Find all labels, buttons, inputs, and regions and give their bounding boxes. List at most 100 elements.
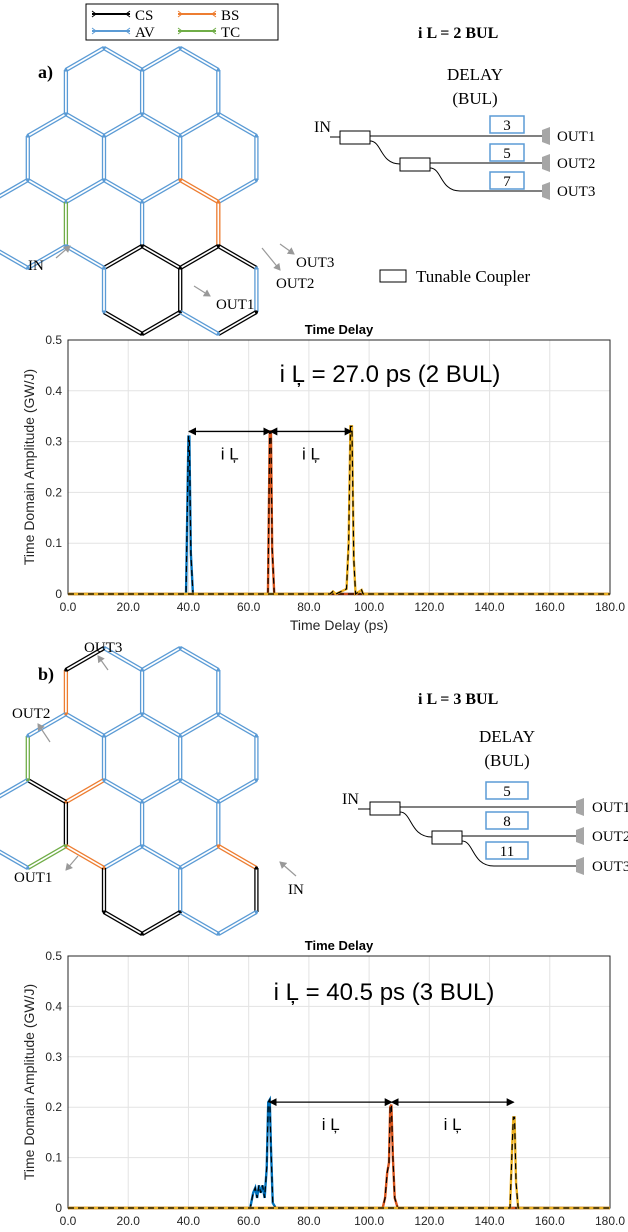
mesh-waveguide bbox=[216, 712, 258, 738]
mesh-waveguide bbox=[102, 646, 144, 672]
output-label-a-2: OUT2 bbox=[557, 156, 595, 172]
x-tick-label: 0.0 bbox=[60, 600, 77, 614]
x-axis-label: Time Delay (ps) bbox=[290, 617, 388, 633]
panel-a-input-label: IN bbox=[314, 119, 331, 136]
x-tick-label: 40.0 bbox=[177, 1214, 201, 1228]
mesh-waveguide bbox=[63, 802, 69, 848]
mesh-b-in-label: IN bbox=[288, 882, 304, 898]
mesh-waveguide bbox=[141, 910, 182, 936]
output-label-b-1: OUT1 bbox=[592, 800, 628, 816]
mesh-waveguide bbox=[101, 736, 107, 782]
delay-box-b-1 bbox=[485, 781, 529, 800]
x-tick-label: 120.0 bbox=[414, 600, 444, 614]
mesh-a-port-labels: IN OUT1 OUT2 OUT3 bbox=[28, 243, 334, 313]
mesh-waveguide bbox=[64, 112, 106, 138]
y-tick-label: 0.4 bbox=[45, 999, 62, 1013]
x-tick-label: 120.0 bbox=[414, 1214, 444, 1228]
delay-box-b-2 bbox=[485, 811, 529, 830]
y-tick-label: 0.4 bbox=[45, 384, 62, 398]
mesh-waveguide bbox=[217, 910, 259, 936]
x-tick-label: 20.0 bbox=[117, 600, 141, 614]
mesh-waveguide bbox=[217, 778, 259, 804]
mesh-waveguide bbox=[179, 910, 220, 936]
y-tick-label: 0 bbox=[55, 1201, 62, 1215]
mesh-waveguide bbox=[216, 800, 221, 846]
delay-value-b-3: 11 bbox=[500, 844, 514, 860]
x-tick-label: 140.0 bbox=[475, 600, 505, 614]
delay-interval-label: i Ļ bbox=[221, 444, 239, 463]
mesh-waveguide bbox=[63, 670, 69, 716]
mesh-waveguide bbox=[101, 136, 107, 182]
x-tick-label: 140.0 bbox=[475, 1214, 505, 1228]
mesh-waveguide bbox=[101, 868, 107, 914]
delay-interval-label: i Ļ bbox=[302, 444, 320, 463]
mesh-a-out1-label: OUT1 bbox=[216, 297, 254, 313]
mesh-waveguide bbox=[26, 712, 67, 738]
mesh-waveguide bbox=[26, 778, 67, 804]
mesh-legend: CS BS AV TC bbox=[85, 3, 279, 41]
mesh-waveguide bbox=[178, 646, 220, 672]
y-tick-label: 0.5 bbox=[45, 949, 62, 963]
legend-item-av: AV bbox=[91, 25, 155, 41]
mesh-waveguide bbox=[26, 178, 67, 204]
panel-a-schematic: IN 3 5 7 OUT1 OUT2 OUT3 Tunable Coupler bbox=[314, 115, 595, 286]
y-axis-label: Time Domain Amplitude (GW/J) bbox=[21, 369, 37, 565]
x-tick-label: 80.0 bbox=[297, 600, 321, 614]
mesh-waveguide bbox=[178, 712, 220, 738]
mesh-waveguide bbox=[216, 112, 258, 138]
mesh-waveguide bbox=[178, 868, 183, 914]
mesh-waveguide bbox=[139, 802, 145, 848]
panel-b-label: b) bbox=[38, 664, 54, 685]
chart-b: 0.0 20.0 40.0 60.0 80.0 100.0 120.0 140.0 160.0 1… bbox=[21, 938, 625, 1232]
mesh-b bbox=[0, 646, 259, 936]
legend-item-bs: BS bbox=[177, 8, 239, 24]
delay-value-a-3: 7 bbox=[503, 174, 511, 190]
mesh-waveguide bbox=[178, 46, 220, 72]
panel-b-input-label: IN bbox=[342, 791, 359, 808]
legend-item-tc: TC bbox=[177, 25, 240, 41]
chart-title: Time Delay bbox=[305, 322, 374, 337]
x-tick-label: 180.0 bbox=[595, 600, 625, 614]
delay-annotation: i Ļ = 27.0 ps (2 BUL) bbox=[280, 361, 501, 388]
mesh-waveguide bbox=[25, 736, 30, 782]
panel-a-delay-title: i L = 2 BUL bbox=[418, 25, 498, 42]
mesh-waveguide bbox=[101, 268, 107, 314]
mesh-b-out2-label: OUT2 bbox=[12, 706, 50, 722]
mesh-waveguide bbox=[0, 178, 29, 199]
mesh-waveguide bbox=[140, 112, 182, 138]
mesh-waveguide bbox=[102, 310, 144, 336]
mesh-waveguide bbox=[216, 68, 221, 114]
mesh-waveguide bbox=[140, 46, 182, 72]
series-yellow bbox=[68, 1116, 610, 1210]
panel-b-schematic: IN 5 8 11 OUT1 OUT2 OUT3 bbox=[342, 781, 628, 875]
legend-item-cs: CS bbox=[91, 8, 153, 24]
mesh-waveguide bbox=[254, 266, 259, 312]
mesh-waveguide bbox=[139, 202, 145, 248]
x-tick-label: 100.0 bbox=[354, 1214, 384, 1228]
mesh-waveguide bbox=[64, 244, 106, 270]
delay-box-b-3 bbox=[485, 841, 529, 860]
mesh-waveguide bbox=[216, 668, 221, 714]
y-tick-label: 0.3 bbox=[45, 1050, 62, 1064]
mesh-waveguide bbox=[102, 712, 144, 738]
x-tick-label: 100.0 bbox=[354, 600, 384, 614]
delay-interval-label: i Ļ bbox=[444, 1115, 462, 1134]
mesh-waveguide bbox=[102, 46, 144, 72]
chart-a: 0.0 20.0 40.0 60.0 80.0 100.0 120.0 140.0 160.0 1… bbox=[21, 322, 625, 633]
mesh-waveguide bbox=[102, 778, 144, 804]
legend-label-cs: CS bbox=[135, 8, 153, 24]
x-tick-label: 80.0 bbox=[297, 1214, 321, 1228]
x-tick-label: 160.0 bbox=[535, 600, 565, 614]
mesh-waveguide bbox=[254, 734, 259, 780]
y-tick-label: 0.3 bbox=[45, 435, 62, 449]
x-tick-label: 20.0 bbox=[117, 1214, 141, 1228]
delay-box-a-1 bbox=[489, 115, 525, 134]
mesh-waveguide bbox=[102, 244, 144, 270]
mesh-waveguide bbox=[0, 849, 30, 870]
mesh-waveguide bbox=[102, 112, 144, 138]
mesh-waveguide bbox=[140, 646, 182, 672]
coupler-b-2 bbox=[431, 830, 463, 845]
mesh-waveguide bbox=[216, 200, 221, 246]
mesh-waveguide bbox=[216, 244, 258, 270]
